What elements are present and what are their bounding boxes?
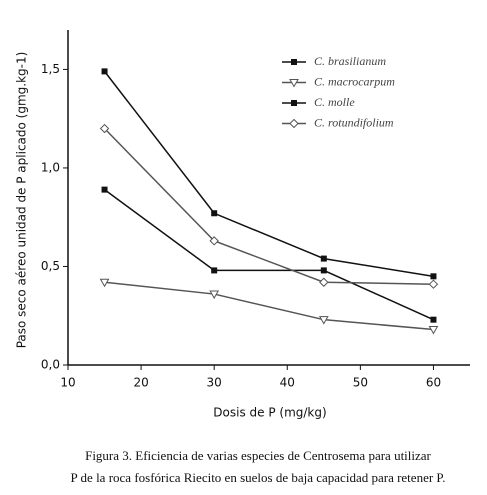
legend-label: C. molle [314, 95, 355, 109]
marker [320, 267, 327, 274]
marker [211, 267, 218, 274]
x-tick-label: 40 [280, 376, 295, 390]
marker [209, 236, 219, 246]
series-line [104, 128, 434, 285]
legend-label: C. macrocarpum [314, 74, 395, 88]
marker [430, 273, 437, 280]
x-tick-label: 10 [60, 376, 75, 390]
marker [320, 255, 327, 262]
y-tick-label: 0,0 [41, 358, 60, 372]
series-line [103, 70, 434, 278]
marker [428, 326, 439, 335]
marker [430, 316, 437, 323]
marker [99, 278, 110, 288]
x-tick-label: 20 [133, 376, 148, 390]
marker [211, 210, 218, 217]
legend-marker [291, 100, 297, 106]
marker [101, 186, 108, 193]
marker [318, 316, 329, 325]
caption: P de la roca fosfórica Riecito en suelos… [71, 470, 446, 485]
marker [319, 277, 329, 287]
legend-label: C. brasilianum [314, 54, 386, 68]
y-tick-label: 1,0 [41, 160, 60, 174]
x-axis-label: Dosis de P (mg/kg) [213, 406, 326, 420]
legend-label: C. rotundifolium [314, 115, 394, 129]
x-tick-label: 50 [353, 376, 368, 390]
x-tick-label: 60 [426, 376, 441, 390]
series-line [104, 281, 434, 331]
y-axis-label: Paso seco aéreo unidad de P aplicado (gm… [15, 52, 29, 349]
marker [428, 279, 439, 289]
y-tick-label: 1,5 [41, 62, 60, 76]
legend-marker [289, 118, 299, 129]
y-tick-label: 0,5 [41, 259, 60, 273]
marker [101, 68, 108, 75]
caption: Figura 3. Eficiencia de varias especies … [85, 448, 431, 463]
marker [99, 123, 110, 134]
x-tick-label: 30 [207, 376, 222, 390]
series-line [104, 189, 434, 321]
legend-marker [289, 79, 299, 88]
legend-marker [291, 59, 297, 65]
marker [209, 290, 220, 300]
